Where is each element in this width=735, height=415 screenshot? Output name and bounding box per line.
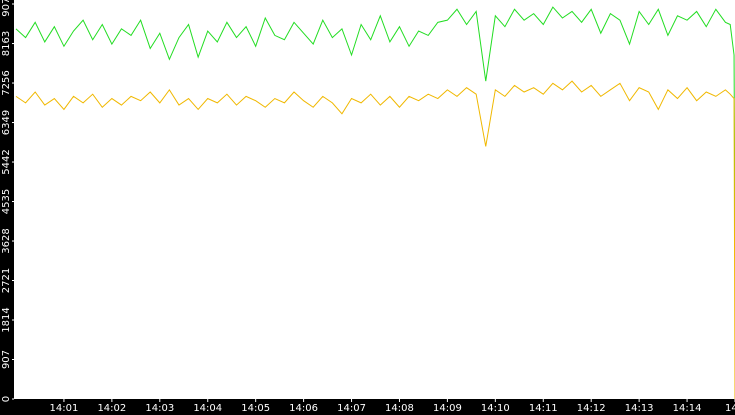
x-tick-label: 14 <box>725 403 735 414</box>
x-tick-label: 14:12 <box>577 403 606 414</box>
x-tick-label: 14:07 <box>337 403 366 414</box>
x-tick-label: 14:03 <box>145 403 174 414</box>
x-tick-label: 14:06 <box>289 403 318 414</box>
x-tick-label: 14:02 <box>97 403 126 414</box>
x-tick-label: 14:09 <box>433 403 462 414</box>
y-tick-label: 1814 <box>1 307 12 332</box>
y-tick-label: 3628 <box>1 228 12 253</box>
y-tick-label: 5442 <box>1 149 12 174</box>
y-tick-label: 907 <box>1 350 12 369</box>
y-tick-label: 0 <box>1 396 12 402</box>
x-tick-label: 14:10 <box>481 403 510 414</box>
x-axis-strip <box>0 399 735 415</box>
x-tick-label: 14:01 <box>50 403 79 414</box>
x-tick-label: 14:13 <box>625 403 654 414</box>
x-tick-label: 14:04 <box>193 403 222 414</box>
x-tick-label: 14:11 <box>529 403 558 414</box>
y-axis-strip <box>0 0 14 415</box>
series-line <box>15 80 735 400</box>
x-tick-label: 14:08 <box>385 403 414 414</box>
x-tick-label: 14:05 <box>241 403 270 414</box>
y-tick-label: 2721 <box>1 268 12 293</box>
series-line <box>15 6 735 251</box>
x-tick-label: 14:14 <box>673 403 702 414</box>
y-tick-label: 8163 <box>1 31 12 56</box>
y-tick-label: 4535 <box>1 189 12 214</box>
y-tick-label: 9071 <box>1 0 12 17</box>
y-tick-label: 6349 <box>1 110 12 135</box>
y-tick-label: 7256 <box>1 70 12 95</box>
